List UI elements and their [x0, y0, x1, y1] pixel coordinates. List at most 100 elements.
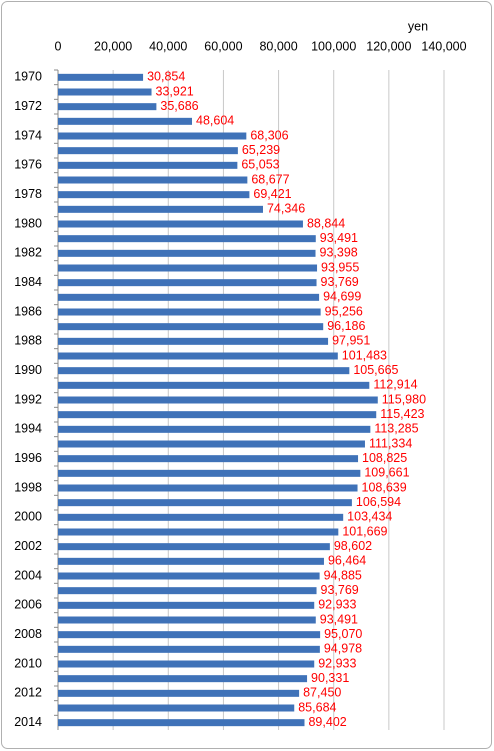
y-tick-label: 1986 — [14, 304, 42, 318]
value-label: 96,464 — [328, 554, 366, 568]
value-label: 115,980 — [382, 392, 426, 406]
value-label: 93,769 — [321, 583, 359, 597]
value-label: 30,854 — [147, 70, 185, 84]
y-tick-label: 1998 — [14, 480, 42, 494]
bar — [58, 132, 247, 140]
bar — [58, 499, 352, 507]
value-label: 95,070 — [324, 627, 362, 641]
unit-label: yen — [408, 19, 428, 33]
y-tick-label: 1996 — [14, 451, 42, 465]
y-tick-label: 1990 — [14, 363, 42, 377]
bar — [58, 425, 371, 433]
bar — [58, 337, 329, 345]
value-label: 92,933 — [318, 656, 356, 670]
bar — [58, 631, 321, 639]
bar — [58, 147, 238, 155]
bar — [58, 264, 318, 272]
value-label: 105,665 — [353, 363, 398, 377]
value-label: 65,053 — [241, 158, 279, 172]
bar — [58, 455, 359, 463]
bar — [58, 308, 321, 316]
value-label: 93,398 — [320, 246, 358, 260]
value-label: 108,639 — [362, 480, 407, 494]
y-tick-label: 1978 — [14, 187, 42, 201]
bar — [58, 396, 378, 404]
value-label: 68,677 — [251, 172, 289, 186]
value-label: 112,914 — [373, 378, 417, 392]
value-label: 94,699 — [323, 290, 361, 304]
value-label: 65,239 — [242, 143, 280, 157]
value-label: 113,285 — [374, 422, 418, 436]
value-label: 97,951 — [332, 334, 370, 348]
value-label: 108,825 — [362, 451, 407, 465]
bar — [58, 205, 263, 213]
y-tick-label: 1988 — [14, 334, 42, 348]
bar — [58, 645, 320, 653]
y-tick-label: 2010 — [14, 656, 42, 670]
value-label: 93,769 — [321, 275, 359, 289]
y-tick-label: 2014 — [14, 715, 42, 729]
x-tick-label: 20,000 — [94, 39, 132, 53]
x-tick-label: 40,000 — [149, 39, 187, 53]
y-tick-label: 2012 — [14, 686, 42, 700]
bar — [58, 352, 338, 360]
value-label: 93,491 — [320, 612, 358, 626]
value-label: 109,661 — [364, 466, 409, 480]
value-label: 93,955 — [321, 260, 359, 274]
value-label: 111,334 — [369, 436, 412, 450]
value-label: 90,331 — [311, 671, 349, 685]
bar — [58, 293, 320, 301]
bar — [58, 161, 238, 169]
value-label: 69,421 — [253, 187, 291, 201]
value-label: 101,669 — [342, 524, 387, 538]
value-label: 92,933 — [318, 598, 356, 612]
value-label: 94,885 — [324, 568, 362, 582]
bar — [58, 440, 365, 448]
bar — [58, 469, 361, 477]
bar — [58, 235, 316, 243]
value-label: 33,921 — [156, 84, 194, 98]
y-tick-label: 1980 — [14, 216, 42, 230]
y-tick-label: 1992 — [14, 392, 42, 406]
value-label: 93,491 — [320, 231, 358, 245]
bar — [58, 513, 344, 521]
bar — [58, 249, 316, 257]
x-tick-label: 80,000 — [259, 39, 297, 53]
value-label: 68,306 — [250, 128, 288, 142]
y-tick-label: 1972 — [14, 99, 42, 113]
bar — [58, 587, 317, 595]
bar — [58, 411, 377, 419]
bar — [58, 73, 144, 81]
value-label: 103,434 — [347, 510, 392, 524]
value-label: 74,346 — [267, 202, 305, 216]
bar — [58, 689, 300, 697]
bar — [58, 528, 339, 536]
y-tick-label: 2006 — [14, 598, 42, 612]
bar — [58, 572, 320, 580]
bar — [58, 484, 358, 492]
x-tick-label: 120,000 — [366, 39, 411, 53]
bar — [58, 323, 324, 331]
y-tick-label: 2002 — [14, 539, 42, 553]
value-label: 88,844 — [307, 216, 345, 230]
bar — [58, 88, 152, 96]
y-tick-label: 2008 — [14, 627, 42, 641]
y-tick-label: 1974 — [14, 128, 42, 142]
y-tick-label: 1994 — [14, 422, 42, 436]
x-tick-label: 100,000 — [311, 39, 356, 53]
value-label: 89,402 — [308, 715, 346, 729]
y-tick-label: 2004 — [14, 568, 42, 582]
value-label: 95,256 — [325, 304, 363, 318]
x-tick-label: 140,000 — [421, 39, 466, 53]
bar — [58, 616, 316, 624]
value-label: 94,978 — [324, 642, 362, 656]
bar — [58, 279, 317, 287]
bar — [58, 675, 308, 683]
y-tick-label: 1984 — [14, 275, 42, 289]
bar — [58, 176, 248, 184]
y-tick-label: 2000 — [14, 510, 42, 524]
bar — [58, 543, 330, 551]
bar — [58, 103, 157, 111]
value-label: 101,483 — [342, 348, 387, 362]
